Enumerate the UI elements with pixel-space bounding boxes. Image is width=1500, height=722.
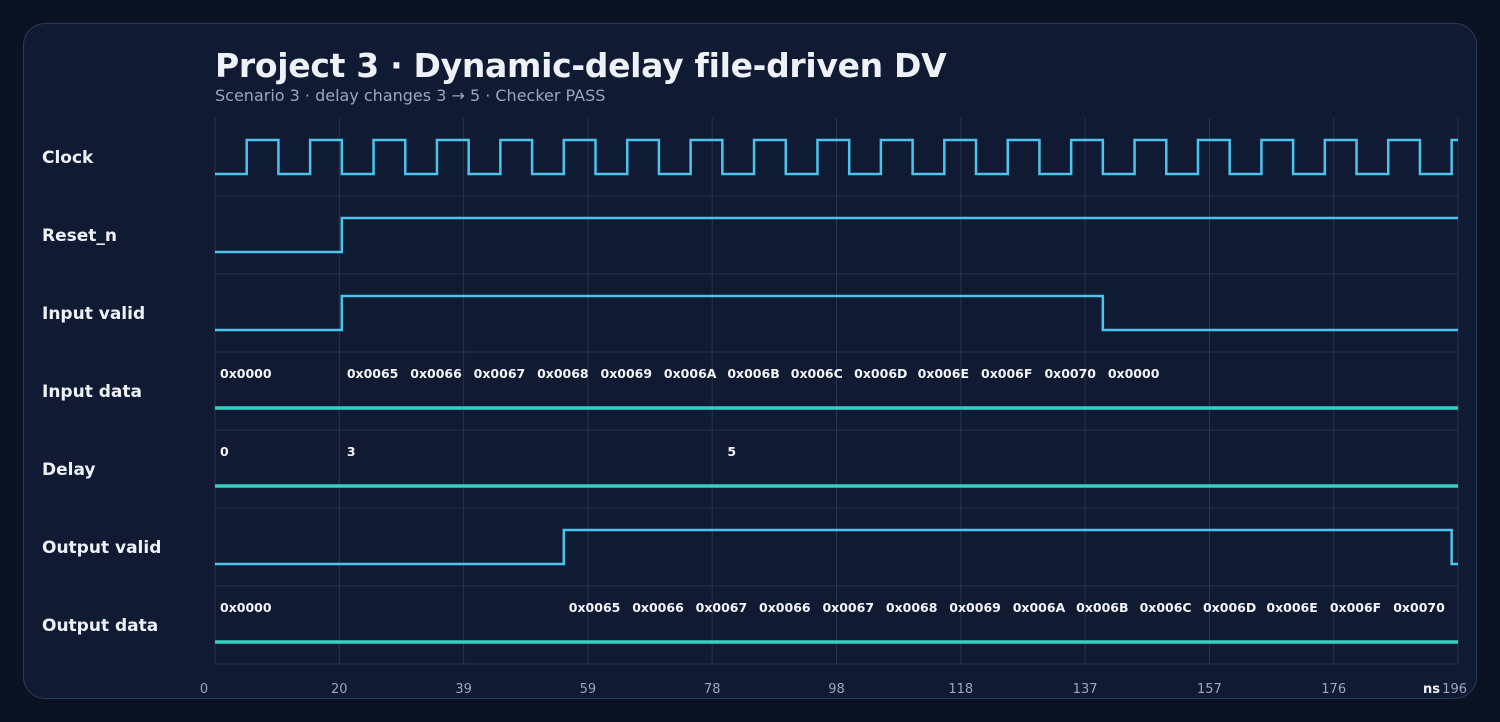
- bus-value-label: 0x0069: [601, 366, 653, 381]
- bus-value-label: 0x0066: [632, 600, 684, 615]
- clock-waveform: [215, 138, 1458, 176]
- bus-value-label: 0x0067: [822, 600, 874, 615]
- time-tick-label: 39: [455, 682, 472, 697]
- time-tick-label: 59: [580, 682, 597, 697]
- bus-value-label: 0x006B: [727, 366, 779, 381]
- bus-value-label: 0x0000: [220, 600, 272, 615]
- bus-value-label: 0x006D: [1203, 600, 1256, 615]
- bus-value-label: 0x0000: [1108, 366, 1160, 381]
- bus-value-label: 5: [727, 444, 736, 459]
- bus-value-label: 0x0065: [569, 600, 621, 615]
- bus-value-label: 0x006B: [1076, 600, 1128, 615]
- time-tick-label: 98: [828, 682, 845, 697]
- signal-row-input-data: Input data 0x0000 0x0065 0x0066 0x0067 0x0068…: [42, 366, 1458, 410]
- bus-value-label: 0x006A: [664, 366, 717, 381]
- signal-label: Output data: [42, 616, 158, 636]
- bus-value-label: 0x006A: [1013, 600, 1066, 615]
- bus-value-label: 0x006F: [981, 366, 1032, 381]
- grid: [214, 118, 1459, 665]
- signal-label: Reset_n: [42, 226, 117, 246]
- time-tick-label: 137: [1073, 682, 1098, 697]
- signal-row-delay: Delay 0 3 5: [42, 444, 1458, 488]
- time-tick-label: 0: [200, 682, 208, 697]
- time-unit-label: ns: [1423, 682, 1440, 697]
- signal-label: Delay: [42, 460, 96, 480]
- bus-value-label: 0x0067: [696, 600, 748, 615]
- bus-value-label: 0x006D: [854, 366, 907, 381]
- bus-value-label: 0x0070: [1393, 600, 1445, 615]
- bus-value-label: 0x006E: [1266, 600, 1317, 615]
- bus-value-label: 0x0066: [759, 600, 811, 615]
- bus-value-label: 0x0066: [410, 366, 462, 381]
- signal-label: Clock: [42, 148, 94, 168]
- logic-waveform: [215, 528, 1458, 566]
- signal-row-output-data: Output data 0x0000 0x0065 0x0066 0x0067 0x006…: [42, 600, 1458, 644]
- bus-value-label: 0x0000: [220, 366, 272, 381]
- bus-value-label: 0x006C: [791, 366, 843, 381]
- time-tick-label: 118: [948, 682, 973, 697]
- signal-row-input-valid: Input valid: [42, 294, 1458, 332]
- signal-row-clock: Clock: [42, 138, 1458, 176]
- bus-value-label: 0x006F: [1330, 600, 1381, 615]
- logic-waveform: [215, 216, 1458, 254]
- bus-value-label: 0x006E: [918, 366, 969, 381]
- page-subtitle: Scenario 3 · delay changes 3 → 5 · Check…: [215, 86, 606, 105]
- signal-row-output-valid: Output valid: [42, 528, 1458, 566]
- bus-value-label: 0x0069: [949, 600, 1001, 615]
- signal-label: Output valid: [42, 538, 161, 558]
- bus-value-label: 0x0065: [347, 366, 399, 381]
- time-tick-label: 196: [1442, 682, 1467, 697]
- bus-value-label: 0x006C: [1140, 600, 1192, 615]
- bus-value-label: 0x0067: [474, 366, 526, 381]
- signal-label: Input data: [42, 382, 142, 402]
- logic-waveform: [215, 294, 1458, 332]
- page-title: Project 3 · Dynamic-delay file-driven DV: [215, 46, 947, 85]
- time-tick-label: 20: [331, 682, 348, 697]
- signal-label: Input valid: [42, 304, 145, 324]
- signal-row-reset-n: Reset_n: [42, 216, 1458, 254]
- time-tick-label: 78: [704, 682, 721, 697]
- time-tick-label: 176: [1321, 682, 1346, 697]
- bus-value-label: 0x0068: [886, 600, 938, 615]
- bus-value-label: 0x0070: [1044, 366, 1096, 381]
- bus-value-label: 3: [347, 444, 356, 459]
- bus-value-label: 0: [220, 444, 229, 459]
- time-tick-label: 157: [1197, 682, 1222, 697]
- bus-value-label: 0x0068: [537, 366, 589, 381]
